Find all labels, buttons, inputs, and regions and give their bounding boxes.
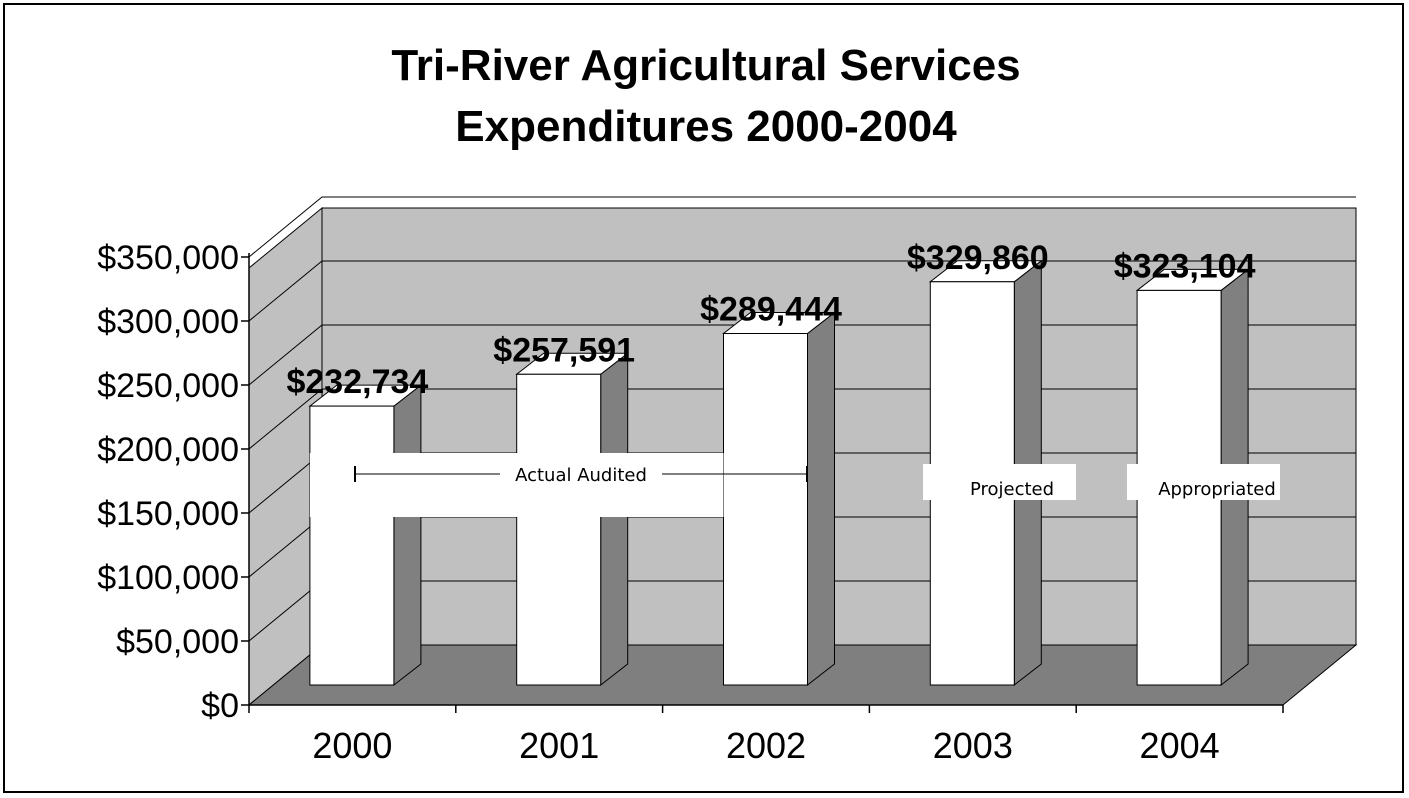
data-label: $257,591 [493,331,635,369]
data-label: $323,104 [1114,247,1256,285]
y-tick-label: $350,000 [97,239,239,277]
x-tick-label: 2003 [933,725,1013,766]
appropriated-label: Appropriated [1158,479,1276,500]
y-tick-label: $200,000 [97,431,239,469]
y-tick-label: $250,000 [97,367,239,405]
data-label: $329,860 [907,239,1049,277]
y-tick-label: $100,000 [97,559,239,597]
projected-label: Projected [970,479,1054,500]
y-tick-label: $150,000 [97,495,239,533]
appropriated-label-box [1127,464,1280,500]
actual-audited-label: Actual Audited [515,465,647,486]
actual-audited-label-bg [500,462,662,486]
bar-side [393,384,422,687]
chart-title-line-1: Tri-River Agricultural Services [391,41,1020,90]
bar [515,352,630,687]
bar-front [516,373,602,686]
bar-side [600,352,629,687]
bar-side [807,311,835,687]
bar-front [309,405,395,686]
gridline [248,196,1356,258]
projected-label-box [923,464,1076,500]
y-tick-label: $50,000 [116,623,239,661]
chart-title-line-2: Expenditures 2000-2004 [455,102,957,151]
annotations: Actual Audited Projected Appropriated [309,453,1280,517]
x-tick-label: 2001 [519,725,599,766]
data-label: $289,444 [700,291,842,329]
x-tick-label: 2000 [312,725,392,766]
bar [722,311,836,687]
x-tick-label: 2004 [1140,725,1220,766]
bar-front [723,333,808,686]
y-tick-label: $0 [201,687,239,725]
y-tick-label: $300,000 [97,303,239,341]
axes: $0 $50,000 $100,000 $150,000 $200,000 $250,00… [97,239,1284,766]
data-label: $232,734 [286,363,428,401]
bar [308,384,423,687]
data-labels: $232,734 $257,591 $289,444 $329,860 $323,104 [286,239,1255,401]
x-tick-label: 2002 [726,725,806,766]
